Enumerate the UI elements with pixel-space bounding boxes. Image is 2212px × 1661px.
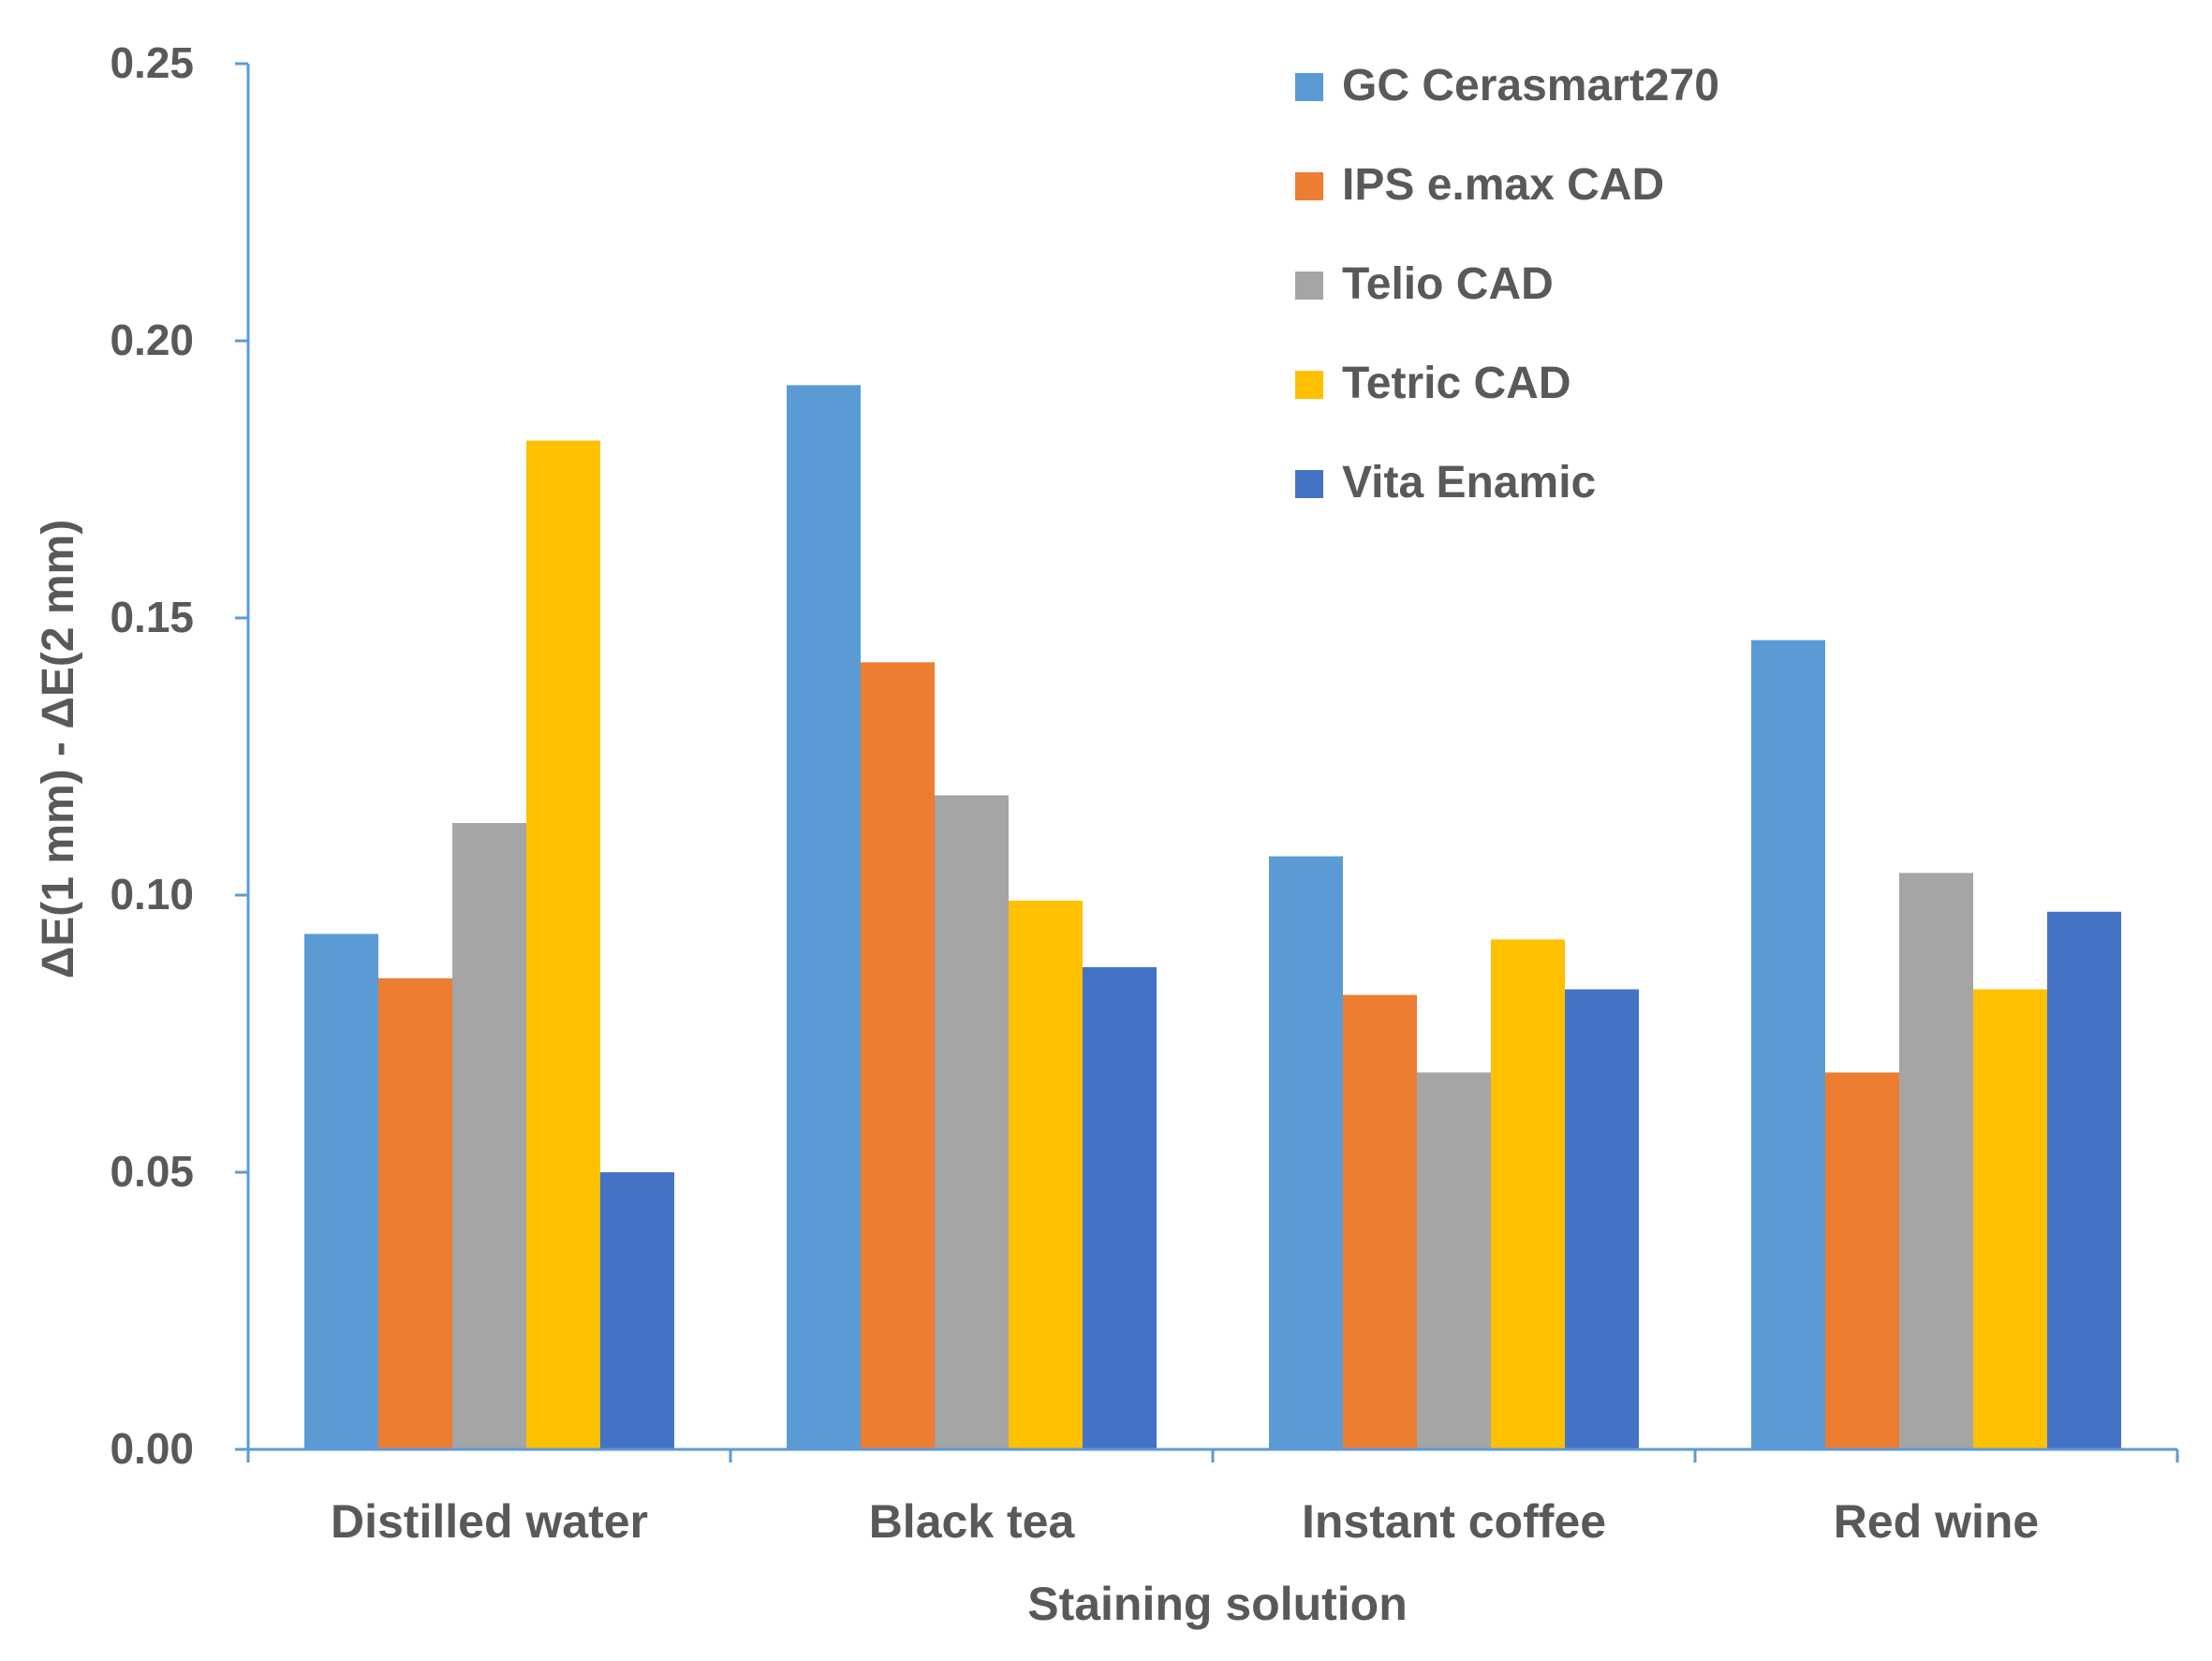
bar-2-3 [1343, 994, 1417, 1449]
bar-4-2 [1009, 900, 1083, 1449]
bar-5-4 [2047, 911, 2121, 1449]
y-tick-label: 0.00 [110, 1424, 194, 1473]
bar-2-2 [861, 662, 935, 1449]
x-tick-label: Instant coffee [1302, 1495, 1606, 1548]
bar-3-4 [1899, 873, 1973, 1449]
legend-swatch-5 [1295, 470, 1323, 498]
y-tick-label: 0.15 [110, 593, 194, 641]
legend-swatch-3 [1295, 272, 1323, 300]
legend-swatch-1 [1295, 73, 1323, 101]
y-ticks-group: 0.00 0.05 0.10 0.15 0.20 0.25 [110, 38, 248, 1473]
bar-5-1 [600, 1172, 674, 1449]
bar-1-4 [1751, 639, 1825, 1449]
legend-swatch-2 [1295, 172, 1323, 200]
bar-4-4 [1973, 989, 2047, 1449]
bar-3-1 [452, 823, 526, 1449]
bar-2-4 [1825, 1072, 1899, 1449]
legend-label-4: Tetric CAD [1342, 359, 1571, 408]
x-ticks-group: Distilled water Black tea Instant coffee Re… [246, 1449, 2179, 1548]
x-axis-label: Staining solution [1027, 1578, 1408, 1630]
y-tick-label: 0.20 [110, 316, 194, 364]
legend-label-2: IPS e.max CAD [1342, 160, 1664, 210]
legend-label-1: GC Cerasmart270 [1342, 61, 1719, 110]
legend-label-5: Vita Enamic [1342, 458, 1596, 507]
bar-4-3 [1491, 939, 1565, 1449]
bars-group [304, 385, 2121, 1449]
legend-label-3: Telio CAD [1342, 259, 1554, 309]
bar-1-3 [1269, 856, 1343, 1449]
bar-5-2 [1083, 966, 1157, 1449]
bar-3-2 [935, 795, 1009, 1449]
bar-1-1 [304, 933, 378, 1449]
bar-1-2 [787, 385, 861, 1449]
y-axis-label: ΔE(1 mm) - ΔE(2 mm) [34, 520, 83, 978]
bar-3-3 [1417, 1072, 1491, 1449]
bar-5-3 [1565, 989, 1639, 1449]
legend: GC Cerasmart270 IPS e.max CAD Telio CAD Tet… [1295, 61, 1719, 507]
bar-4-1 [526, 440, 600, 1449]
y-tick-label: 0.10 [110, 870, 194, 919]
y-tick-label: 0.05 [110, 1147, 194, 1196]
x-tick-label: Red wine [1834, 1495, 2039, 1548]
x-tick-label: Distilled water [331, 1495, 648, 1548]
legend-swatch-4 [1295, 371, 1323, 399]
bar-2-1 [378, 977, 452, 1449]
y-tick-label: 0.25 [110, 38, 194, 87]
x-tick-label: Black tea [869, 1495, 1076, 1548]
